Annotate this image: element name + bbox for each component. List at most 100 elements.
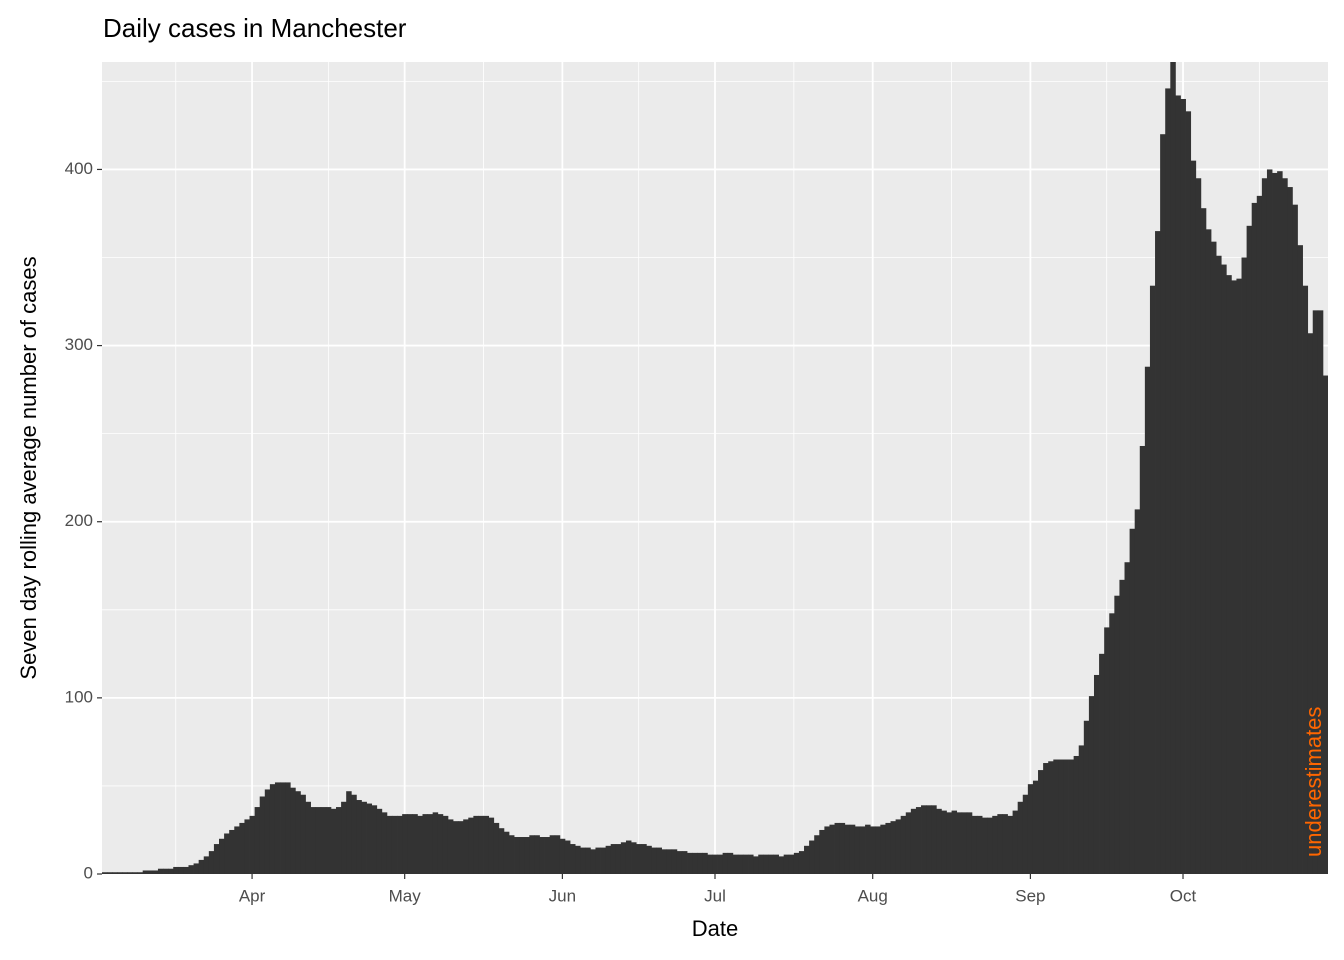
bar <box>351 794 357 874</box>
x-axis-label: Date <box>692 916 738 941</box>
bar <box>641 844 647 874</box>
bar <box>1241 257 1248 874</box>
bar <box>1322 375 1328 874</box>
bar <box>1139 445 1146 874</box>
bar <box>1205 229 1212 874</box>
bar <box>152 870 159 874</box>
bar <box>295 791 301 874</box>
bar <box>656 847 662 874</box>
bar <box>915 807 922 874</box>
bar <box>1099 653 1105 874</box>
bar <box>1272 172 1278 874</box>
bar <box>844 824 851 874</box>
bar <box>503 831 510 874</box>
bar <box>544 837 551 874</box>
bar <box>285 782 291 874</box>
bar <box>1175 95 1181 874</box>
bar <box>193 863 200 874</box>
x-tick-label: Jun <box>549 886 576 905</box>
bar <box>463 819 469 874</box>
bar <box>697 852 703 874</box>
bar <box>361 801 367 874</box>
bar <box>412 814 418 874</box>
bar <box>397 815 403 874</box>
bar <box>112 872 118 874</box>
bar <box>259 796 266 874</box>
bar <box>1022 794 1029 874</box>
bar <box>132 872 139 874</box>
bar <box>687 852 693 874</box>
bar <box>1027 784 1034 874</box>
bar <box>107 872 113 874</box>
bar <box>1317 310 1324 874</box>
bar <box>773 854 779 874</box>
bar <box>234 826 240 874</box>
bar <box>554 835 561 874</box>
bar <box>437 814 444 874</box>
bar <box>870 826 876 874</box>
bar <box>819 829 825 874</box>
bar <box>564 840 571 874</box>
bar <box>1002 814 1008 874</box>
bar <box>1088 696 1095 874</box>
y-tick-label: 400 <box>65 159 93 178</box>
bar <box>1114 595 1120 874</box>
bar <box>890 821 896 874</box>
bar <box>676 851 683 874</box>
bar <box>366 803 373 874</box>
bar <box>976 815 983 874</box>
bar <box>356 800 362 874</box>
bar <box>809 840 815 874</box>
x-tick-label: Sep <box>1015 886 1045 905</box>
bar <box>681 851 688 874</box>
bar <box>1109 613 1115 874</box>
bar <box>702 852 708 874</box>
bar <box>605 845 612 874</box>
bar <box>1032 780 1039 874</box>
bar <box>829 824 835 874</box>
bar <box>875 826 881 874</box>
y-tick-label: 0 <box>84 863 93 882</box>
bar <box>498 828 505 874</box>
bar <box>493 822 500 874</box>
bar <box>570 844 576 874</box>
bar <box>1266 169 1273 874</box>
bar <box>203 856 210 874</box>
bar <box>921 805 927 874</box>
x-tick-label: Apr <box>239 886 266 905</box>
bar <box>208 851 215 874</box>
bar <box>137 872 144 874</box>
bar <box>646 845 652 874</box>
x-tick-label: May <box>389 886 422 905</box>
bar <box>127 872 133 874</box>
bar <box>524 837 530 874</box>
bar <box>371 805 378 874</box>
bar <box>1160 134 1166 874</box>
bar <box>1302 285 1309 874</box>
bar <box>1226 275 1232 874</box>
bar <box>1129 528 1136 874</box>
y-tick-label: 300 <box>65 335 93 354</box>
x-tick-label: Oct <box>1170 886 1197 905</box>
bar <box>1119 579 1125 874</box>
axes: 0 100 200 300 400 Apr May Jun Jul Aug Sep Oct <box>65 159 1197 906</box>
bar <box>758 854 764 874</box>
bar <box>946 812 952 874</box>
bar <box>274 782 281 874</box>
bar <box>330 808 337 874</box>
bar <box>229 829 235 874</box>
bar <box>931 805 937 874</box>
bar <box>712 854 718 874</box>
bar <box>224 833 230 874</box>
bar <box>1312 310 1319 874</box>
bar <box>905 812 912 874</box>
bar <box>239 822 245 874</box>
bar <box>727 852 734 874</box>
bar <box>280 782 286 874</box>
bar <box>834 822 841 874</box>
bar <box>1287 187 1293 874</box>
bar <box>610 844 617 874</box>
bar <box>447 819 454 874</box>
x-tick-label: Jul <box>704 886 726 905</box>
